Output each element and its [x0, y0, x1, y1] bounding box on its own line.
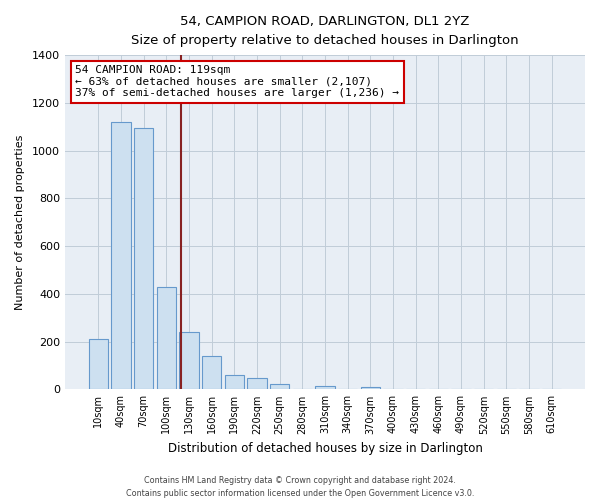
Bar [202, 356, 221, 390]
Bar [270, 384, 289, 390]
Bar [316, 386, 335, 390]
Text: Contains HM Land Registry data © Crown copyright and database right 2024.
Contai: Contains HM Land Registry data © Crown c… [126, 476, 474, 498]
Text: 54 CAMPION ROAD: 119sqm
← 63% of detached houses are smaller (2,107)
37% of semi: 54 CAMPION ROAD: 119sqm ← 63% of detache… [76, 65, 400, 98]
Bar [134, 128, 153, 390]
Bar [247, 378, 266, 390]
Bar [89, 340, 108, 390]
Title: 54, CAMPION ROAD, DARLINGTON, DL1 2YZ
Size of property relative to detached hous: 54, CAMPION ROAD, DARLINGTON, DL1 2YZ Si… [131, 15, 519, 47]
Bar [224, 375, 244, 390]
Bar [157, 286, 176, 390]
X-axis label: Distribution of detached houses by size in Darlington: Distribution of detached houses by size … [167, 442, 482, 455]
Y-axis label: Number of detached properties: Number of detached properties [15, 134, 25, 310]
Bar [361, 387, 380, 390]
Bar [179, 332, 199, 390]
Bar [111, 122, 131, 390]
